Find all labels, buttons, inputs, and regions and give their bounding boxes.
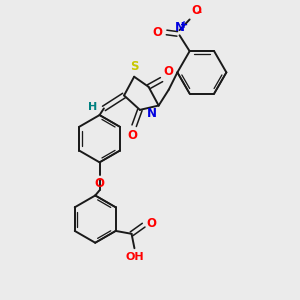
Text: O: O [164,65,174,78]
Text: -: - [196,6,201,19]
Text: O: O [94,177,104,190]
Text: O: O [153,26,163,39]
Text: H: H [88,102,98,112]
Text: +: + [180,20,188,30]
Text: OH: OH [125,252,144,262]
Text: O: O [128,129,138,142]
Text: N: N [147,107,157,120]
Text: O: O [191,4,201,17]
Text: N: N [175,21,184,34]
Text: O: O [146,217,156,230]
Text: S: S [130,60,139,73]
